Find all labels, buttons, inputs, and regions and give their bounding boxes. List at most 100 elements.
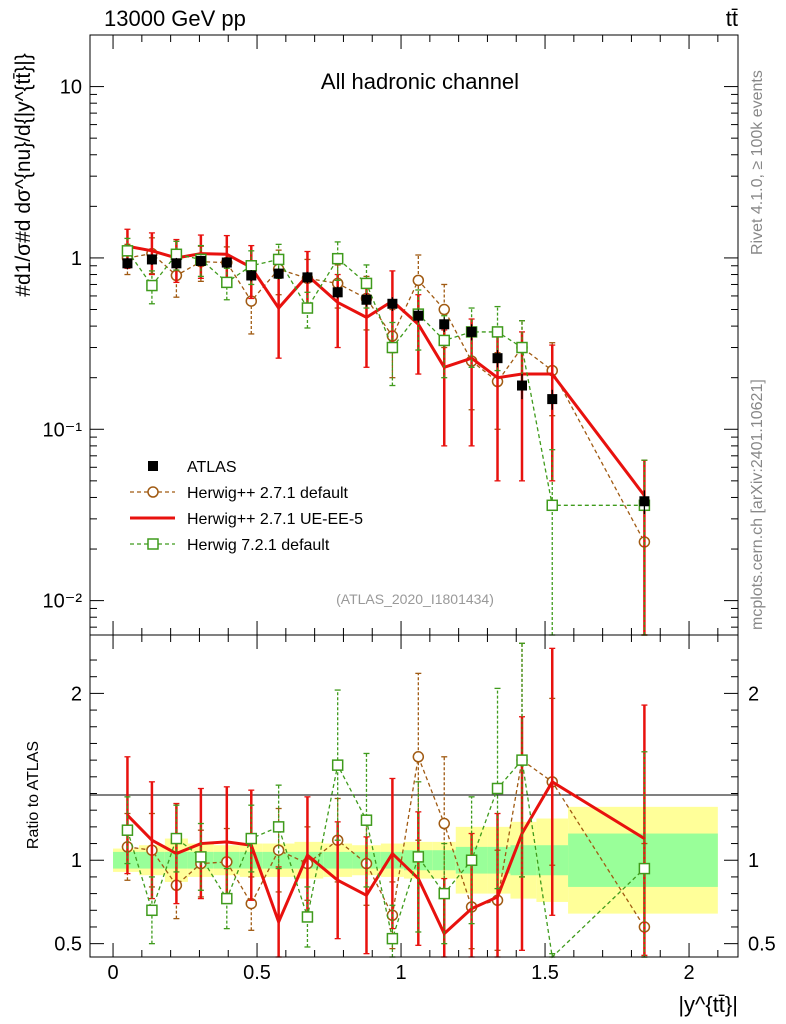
main-data-point — [639, 496, 650, 507]
ratio-y-tick-label-right: 2 — [748, 683, 759, 705]
main-square-marker — [360, 277, 373, 290]
legend-marker-data — [148, 461, 158, 471]
main-data-point — [517, 380, 527, 391]
ratio-square-marker — [331, 759, 344, 771]
mcplots-label: mcplots.cern.ch [arXiv:2401.10621] — [749, 379, 766, 630]
ratio-square-marker — [170, 832, 183, 845]
ratio-square-marker — [638, 862, 651, 875]
x-tick-label: 0.5 — [243, 962, 271, 984]
main-square-marker — [546, 499, 558, 512]
main-square-marker — [245, 260, 258, 272]
main-square-marker — [146, 279, 158, 292]
main-series-2 — [124, 228, 648, 636]
main-square-marker — [491, 326, 504, 338]
main-data-point — [302, 272, 313, 283]
main-data-point — [122, 258, 133, 269]
x-tick-label: 2 — [683, 962, 694, 984]
main-data-point — [361, 294, 372, 305]
ratio-series-1 — [124, 647, 648, 958]
main-data-point — [413, 310, 424, 321]
main-data-point — [466, 326, 477, 337]
ratio-square-marker — [386, 932, 399, 945]
ratio-square-marker — [360, 814, 373, 826]
legend-label: Herwig++ 2.7.1 UE-EE-5 — [187, 511, 363, 528]
main-data-point — [492, 353, 503, 364]
ratio-square-marker — [272, 821, 285, 833]
main-square-marker — [516, 341, 528, 354]
rivet-label: Rivet 4.1.0, ≥ 100k events — [749, 70, 766, 255]
ratio-series-2 — [121, 642, 651, 959]
ratio-y-tick-label-right: 1 — [748, 850, 759, 872]
ratio-y-ticks: 0.5 0.5 1 1 2 2 — [54, 659, 776, 956]
x-axis-title: |y^{tt̄}| — [678, 992, 738, 1017]
main-data-point — [221, 257, 232, 268]
main-series-3 — [121, 237, 651, 636]
legend-label: ATLAS — [187, 459, 237, 476]
inner-band — [113, 851, 139, 869]
legend-label: Herwig++ 2.7.1 default — [187, 485, 349, 502]
main-y-axis-title: #d1/σ#d dσ^{nu}/d{|y^{tt̄}|} — [12, 53, 35, 296]
main-data-point — [387, 298, 398, 309]
main-square-marker — [386, 341, 399, 354]
x-tick-label: 1.5 — [531, 962, 559, 984]
analysis-label: (ATLAS_2020_I1801434) — [336, 591, 494, 607]
legend: ATLAS Herwig++ 2.7.1 default Herwig++ 2.7.… — [130, 459, 363, 554]
ratio-y-axis-title: Ratio to ATLAS — [25, 741, 42, 849]
ratio-square-marker — [245, 832, 258, 845]
ratio-square-marker — [465, 854, 478, 866]
ratio-square-marker — [195, 851, 207, 863]
main-data-point — [439, 319, 450, 330]
main-square-marker — [301, 302, 314, 314]
main-data-point — [195, 255, 206, 266]
main-y-ticks: 10⁻² 10⁻¹ 1 10 — [43, 34, 738, 628]
main-circle-marker — [412, 274, 425, 287]
legend-marker-circle — [147, 486, 159, 498]
main-data-point — [171, 258, 182, 269]
chart-title: All hadronic channel — [321, 69, 519, 94]
ratio-y-tick-label: 1 — [71, 850, 82, 872]
main-square-marker — [438, 334, 450, 347]
main-series-1 — [121, 237, 651, 636]
x-axis-ticks: 0 0.5 1 1.5 2 — [107, 35, 719, 984]
main-panel: 10⁻² 10⁻¹ 1 10 All hadronic channel (ATLAS_… — [12, 34, 739, 636]
main-line — [126, 250, 645, 506]
main-line — [127, 252, 645, 543]
legend-marker-square — [147, 538, 159, 550]
ratio-square-marker — [438, 887, 450, 900]
ratio-square-marker — [121, 824, 134, 836]
ratio-square-marker — [491, 782, 504, 795]
main-y-tick-label: 10⁻² — [43, 591, 83, 613]
ratio-square-marker — [301, 911, 314, 923]
main-data-point — [146, 254, 157, 265]
main-data-point — [332, 287, 343, 298]
inner-band — [487, 846, 511, 874]
main-square-marker — [331, 252, 344, 265]
ratio-panel: 0.5 0.5 1 1 2 2 0 0.5 1 1.5 2 Ratio to ATLAS |y^{… — [25, 35, 776, 1017]
main-y-tick-label: 10⁻¹ — [43, 419, 83, 441]
x-tick-label: 1 — [395, 962, 406, 984]
main-data-point — [246, 270, 257, 281]
ratio-series — [121, 642, 651, 959]
ratio-square-marker — [516, 754, 528, 766]
ratio-square-marker — [221, 892, 233, 905]
main-circle-marker — [438, 303, 450, 316]
x-tick-label: 0 — [107, 962, 118, 984]
main-square-marker — [272, 253, 285, 266]
main-square-marker — [170, 248, 183, 261]
ratio-circle-marker — [272, 844, 285, 856]
ratio-y-tick-label-right: 0.5 — [748, 934, 776, 956]
main-square-marker — [221, 276, 233, 289]
main-data-point — [547, 394, 558, 405]
ratio-square-marker — [146, 904, 158, 917]
ratio-plot-frame — [89, 634, 739, 958]
ratio-y-tick-label: 0.5 — [54, 934, 82, 956]
energy-label: 13000 GeV pp — [104, 6, 246, 31]
main-data-point — [273, 268, 284, 279]
main-series — [121, 228, 651, 636]
main-y-tick-label: 1 — [71, 248, 82, 270]
ratio-circle-marker — [438, 817, 450, 830]
main-y-tick-label: 10 — [60, 77, 82, 99]
main-square-marker — [121, 245, 134, 257]
ratio-circle-marker — [412, 751, 425, 763]
